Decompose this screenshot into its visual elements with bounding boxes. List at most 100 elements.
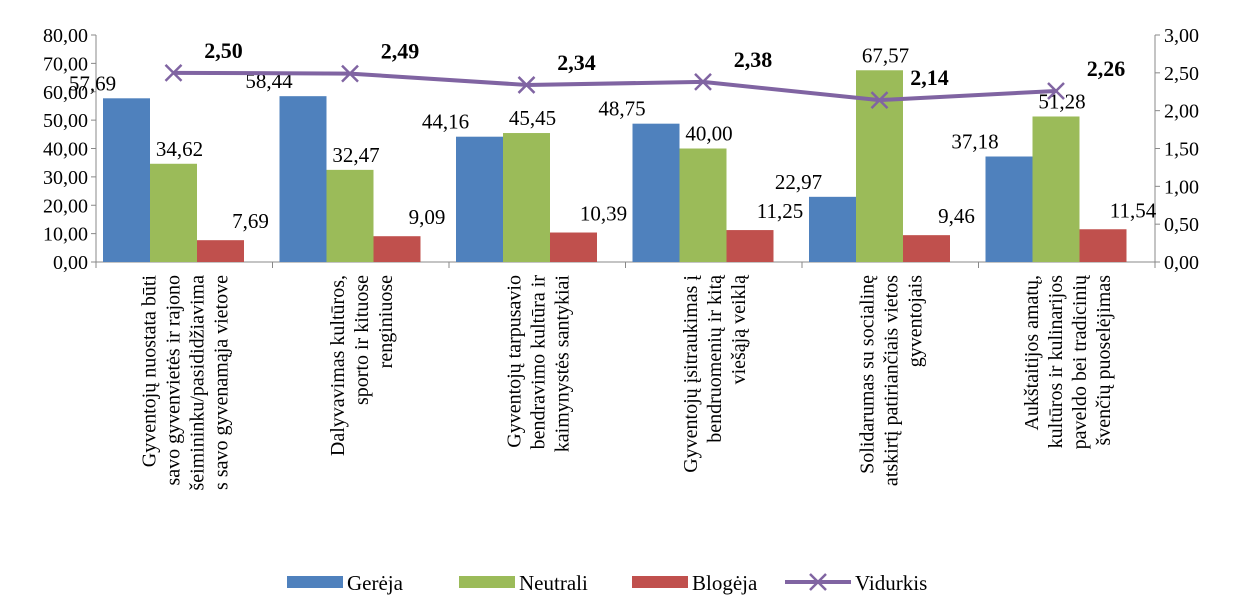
average-value-label: 2,14 [910, 65, 949, 90]
average-point [517, 76, 536, 94]
category-label-line: šeimininku/pasididžiavima [186, 275, 208, 491]
average-point [1047, 82, 1065, 100]
bar [726, 230, 774, 262]
category-label-line: Gyventojų tarpusavio [503, 275, 525, 448]
legend-label: Neutrali [519, 571, 588, 595]
category-label-line: bendruomenių ir kitą [704, 274, 726, 443]
bar [550, 232, 597, 262]
category-label-line: savo gyvenvietės ir rajono [162, 275, 184, 486]
left-tick-label: 20,00 [43, 195, 88, 217]
bar [809, 196, 856, 262]
average-marker-stroke [341, 64, 359, 83]
bar-value-label: 67,57 [862, 43, 909, 67]
average-marker-stroke [164, 63, 183, 82]
average-value-label: 2,26 [1087, 56, 1126, 81]
bar [279, 96, 327, 262]
average-series-line [173, 70, 1057, 103]
category-label-line: gyventojais [904, 275, 926, 367]
category-label-line: s savo gyvenamąja vietove [210, 275, 232, 490]
category-label-line: Gyventojų įsitraukimas į [680, 275, 702, 473]
bar [197, 240, 244, 262]
bar-value-label: 44,16 [422, 110, 469, 134]
bar-value-label: 10,39 [580, 202, 627, 226]
average-point [164, 63, 183, 82]
right-tick-label: 2,50 [1164, 63, 1199, 85]
bar [903, 235, 950, 262]
left-tick-label: 0,00 [53, 252, 88, 274]
average-value-label: 2,38 [734, 47, 773, 72]
bar [632, 123, 680, 262]
legend-swatch [632, 576, 688, 588]
bar [985, 156, 1033, 262]
left-tick-label: 30,00 [43, 167, 88, 189]
bar-value-label: 48,75 [598, 97, 645, 121]
bar [326, 169, 374, 262]
average-marker-stroke [694, 73, 712, 91]
category-label-line: Aukštaitijos amatų, [1021, 275, 1043, 431]
bar-value-label: 22,97 [775, 170, 822, 194]
legend-label: Blogėja [692, 571, 758, 595]
left-tick-label: 50,00 [43, 110, 88, 132]
bar-value-label: 37,18 [951, 130, 998, 154]
average-marker-stroke [517, 76, 536, 94]
left-tick-label: 60,00 [43, 82, 88, 104]
legend-label: Vidurkis [855, 571, 927, 595]
category-label-line: švenčių puoselėjimas [1093, 275, 1115, 446]
left-tick-label: 70,00 [43, 53, 88, 75]
category-label-line: Solidarumas su socialinę [856, 275, 878, 474]
average-marker-stroke [870, 91, 889, 109]
average-point [694, 73, 712, 91]
bar-value-label: 40,00 [685, 122, 732, 146]
category-label-line: bendravimo kultūra ir [527, 275, 549, 450]
bar [1079, 229, 1127, 262]
left-tick-label: 40,00 [43, 139, 88, 161]
right-tick-label: 0,50 [1164, 214, 1199, 236]
right-tick-label: 2,00 [1164, 101, 1199, 123]
average-value-label: 2,49 [381, 39, 420, 64]
average-labels: 2,50 2,49 2,34 2,38 2,14 2,26 [204, 38, 1125, 90]
bar-value-label: 11,54 [1110, 198, 1157, 222]
legend-label: Gerėja [347, 571, 404, 595]
bar [679, 148, 727, 262]
bar-value-label: 9,46 [938, 204, 975, 228]
bar [503, 133, 550, 262]
right-tick-label: 0,00 [1164, 252, 1199, 274]
legend-swatch [459, 576, 515, 588]
bar [456, 136, 503, 262]
category-label-line: kaimynystės santykiai [551, 275, 573, 453]
category-label-line: renginiuose [375, 275, 397, 368]
legend-marker [809, 573, 827, 591]
category-label-line: paveldo bei tradicinių [1069, 274, 1091, 449]
bar [856, 70, 903, 262]
category-label-line: viešąją veiklą [728, 274, 750, 385]
average-point [341, 64, 359, 83]
left-tick-label: 10,00 [43, 224, 88, 246]
bar-value-label: 57,69 [69, 71, 116, 95]
average-line [164, 63, 1065, 109]
left-tick-label: 80,00 [43, 25, 88, 47]
category-labels: Gyventojų nuostata būti savo gyvenvietės … [138, 274, 1115, 491]
bar [373, 236, 421, 262]
bar-value-label: 34,62 [156, 137, 203, 161]
category-label-line: atskirtį patiriančiais vietos [880, 275, 902, 486]
right-tick-label: 3,00 [1164, 25, 1199, 47]
legend-swatch [287, 576, 343, 588]
bar [103, 98, 150, 262]
bar-value-label: 11,25 [757, 199, 803, 223]
average-point [870, 91, 889, 109]
category-label-line: Gyventojų nuostata būti [138, 275, 160, 468]
category-label-line: sporto ir kituose [351, 275, 373, 405]
bar-value-label: 32,47 [332, 143, 379, 167]
bar-value-label: 7,69 [232, 209, 269, 233]
average-value-label: 2,34 [557, 50, 596, 75]
bars [103, 70, 1127, 262]
axes: 0,00 10,00 20,00 30,00 40,00 50,00 60,00 70,00 8… [43, 25, 1199, 274]
average-value-label: 2,50 [204, 38, 243, 63]
category-label-line: kultūros ir kulinarijos [1045, 275, 1067, 449]
right-tick-label: 1,00 [1164, 176, 1199, 198]
bar [1032, 116, 1080, 262]
right-tick-label: 1,50 [1164, 139, 1199, 161]
legend: Gerėja Neutrali Blogėja Vidurkis [287, 571, 927, 595]
